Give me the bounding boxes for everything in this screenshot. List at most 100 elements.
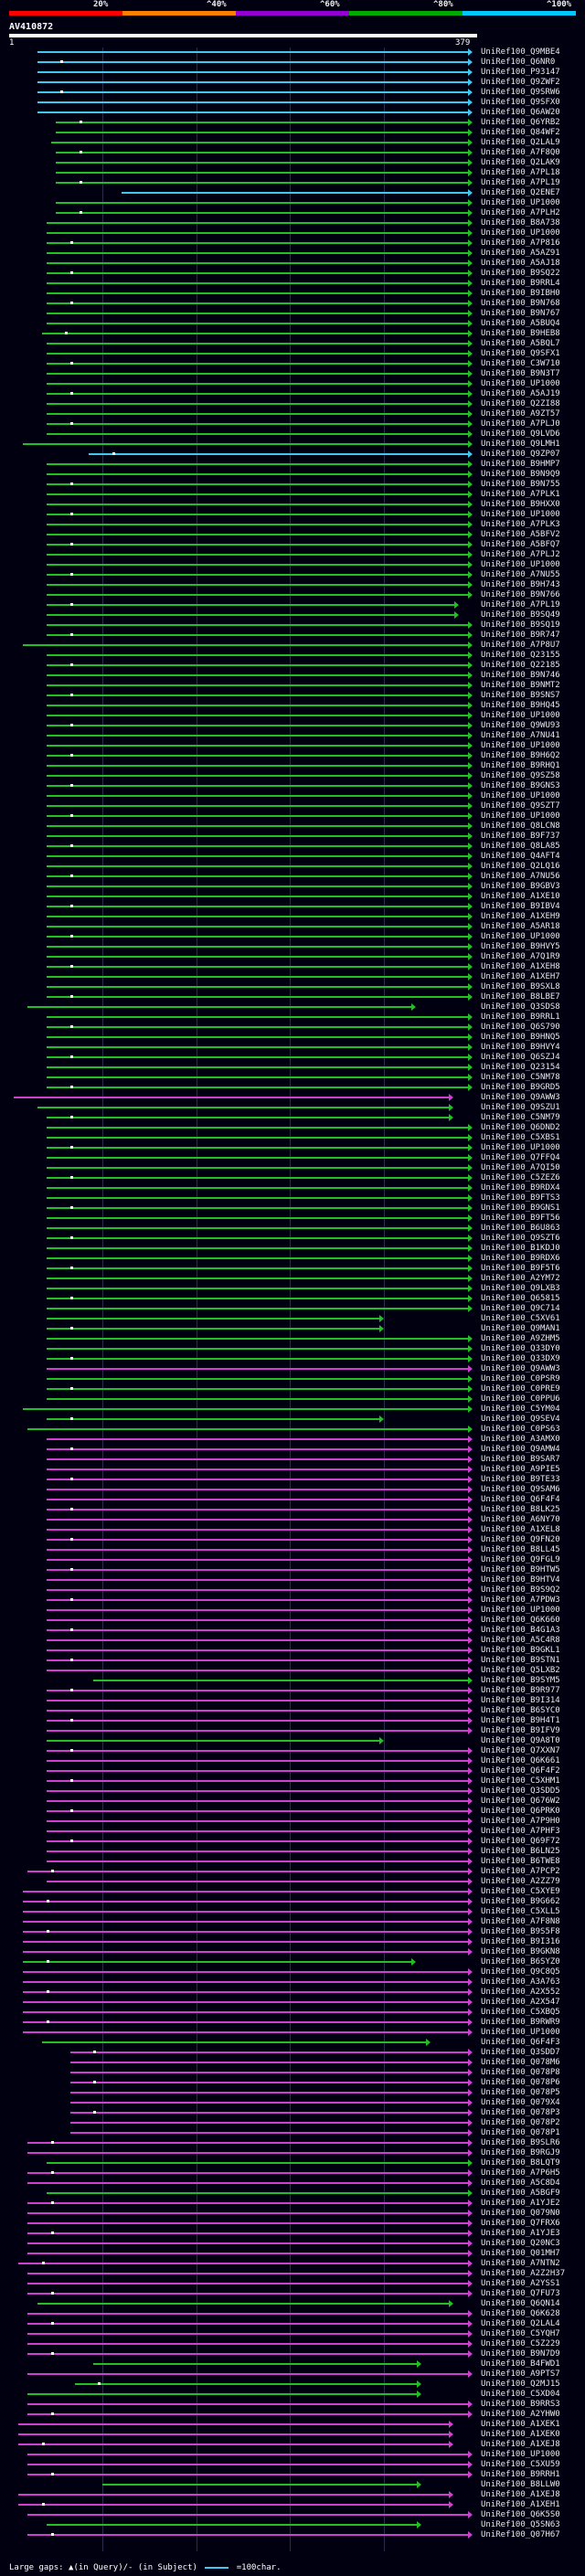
hit-id-link[interactable]: UniRef100_B9HVY4 <box>481 1043 560 1052</box>
hit-id-link[interactable]: UniRef100_Q079X4 <box>481 2098 560 2107</box>
hit-id-link[interactable]: UniRef100_B9SQ19 <box>481 620 560 630</box>
hit-id-link[interactable]: UniRef100_A5AZ91 <box>481 249 560 258</box>
hit-row[interactable]: UniRef100_B9HTV4 <box>0 1575 585 1585</box>
hit-id-link[interactable]: UniRef100_Q9SZT7 <box>481 801 560 811</box>
hit-id-link[interactable]: UniRef100_B4FWD1 <box>481 2359 560 2369</box>
hit-row[interactable]: UniRef100_A7QI50 <box>0 1163 585 1173</box>
hit-row[interactable]: UniRef100_Q6AW20 <box>0 108 585 118</box>
hit-id-link[interactable]: UniRef100_B9FT56 <box>481 1214 560 1223</box>
hit-row[interactable]: UniRef100_Q9FN20 <box>0 1535 585 1545</box>
hit-row[interactable]: UniRef100_B9IFV9 <box>0 1726 585 1736</box>
hit-id-link[interactable]: UniRef100_A7P6H5 <box>481 2168 560 2178</box>
hit-row[interactable]: UniRef100_Q9LXB3 <box>0 1284 585 1294</box>
hit-row[interactable]: UniRef100_C5XV61 <box>0 1314 585 1324</box>
hit-row[interactable]: UniRef100_Q01MH7 <box>0 2249 585 2259</box>
hit-row[interactable]: UniRef100_Q9ZWF2 <box>0 78 585 88</box>
hit-id-link[interactable]: UniRef100_UP1000 <box>481 1143 560 1152</box>
hit-id-link[interactable]: UniRef100_B9IBV4 <box>481 902 560 911</box>
hit-row[interactable]: UniRef100_B9F5T6 <box>0 1264 585 1274</box>
hit-row[interactable]: UniRef100_Q078P5 <box>0 2088 585 2098</box>
hit-id-link[interactable]: UniRef100_Q078P2 <box>481 2118 560 2127</box>
hit-row[interactable]: UniRef100_A3AMX0 <box>0 1435 585 1445</box>
hit-id-link[interactable]: UniRef100_Q69F72 <box>481 1837 560 1846</box>
hit-id-link[interactable]: UniRef100_Q2LQ16 <box>481 862 560 871</box>
hit-id-link[interactable]: UniRef100_B9GNS3 <box>481 781 560 790</box>
hit-row[interactable]: UniRef100_B9RGJ9 <box>0 2148 585 2158</box>
hit-id-link[interactable]: UniRef100_Q9LVD6 <box>481 429 560 439</box>
hit-row[interactable]: UniRef100_B8LK25 <box>0 1505 585 1515</box>
hit-row[interactable]: UniRef100_Q6S790 <box>0 1023 585 1033</box>
hit-id-link[interactable]: UniRef100_Q7FFQ4 <box>481 1153 560 1162</box>
hit-row[interactable]: UniRef100_B8A738 <box>0 218 585 228</box>
hit-row[interactable]: UniRef100_B9N766 <box>0 590 585 600</box>
hit-id-link[interactable]: UniRef100_A5BQL7 <box>481 339 560 348</box>
hit-row[interactable]: UniRef100_B6U863 <box>0 1224 585 1234</box>
hit-id-link[interactable]: UniRef100_Q078P5 <box>481 2088 560 2097</box>
hit-row[interactable]: UniRef100_Q9LMH1 <box>0 440 585 450</box>
hit-id-link[interactable]: UniRef100_B9S9Q2 <box>481 1585 560 1595</box>
hit-row[interactable]: UniRef100_Q079X4 <box>0 2098 585 2108</box>
hit-row[interactable]: UniRef100_A1XEJ8 <box>0 2490 585 2500</box>
hit-row[interactable]: UniRef100_Q079N0 <box>0 2209 585 2219</box>
hit-row[interactable]: UniRef100_C0PSR9 <box>0 1374 585 1384</box>
hit-id-link[interactable]: UniRef100_A7P816 <box>481 239 560 248</box>
hit-id-link[interactable]: UniRef100_B9IBH0 <box>481 289 560 298</box>
hit-id-link[interactable]: UniRef100_Q8LCN8 <box>481 822 560 831</box>
hit-row[interactable]: UniRef100_A5AZ91 <box>0 249 585 259</box>
hit-row[interactable]: UniRef100_C0PRE9 <box>0 1384 585 1394</box>
hit-id-link[interactable]: UniRef100_A5AJ19 <box>481 389 560 398</box>
hit-row[interactable]: UniRef100_A2X547 <box>0 1998 585 2008</box>
hit-row[interactable]: UniRef100_B9GKL1 <box>0 1646 585 1656</box>
hit-row[interactable]: UniRef100_C0PS63 <box>0 1425 585 1435</box>
hit-row[interactable]: UniRef100_C3W710 <box>0 359 585 369</box>
hit-row[interactable]: UniRef100_UP1000 <box>0 2028 585 2038</box>
hit-row[interactable]: UniRef100_A2YHW0 <box>0 2410 585 2420</box>
hit-row[interactable]: UniRef100_C5XBS1 <box>0 1133 585 1143</box>
hit-id-link[interactable]: UniRef100_C5XBS1 <box>481 1133 560 1142</box>
hit-row[interactable]: UniRef100_B9HVY5 <box>0 942 585 952</box>
hit-id-link[interactable]: UniRef100_Q6K5S0 <box>481 2510 560 2519</box>
hit-id-link[interactable]: UniRef100_Q9SZT6 <box>481 1234 560 1243</box>
hit-id-link[interactable]: UniRef100_B9N9Q9 <box>481 470 560 479</box>
hit-row[interactable]: UniRef100_Q078P8 <box>0 2068 585 2078</box>
hit-row[interactable]: UniRef100_B8LBE7 <box>0 992 585 1002</box>
hit-row[interactable]: UniRef100_A7PLJ0 <box>0 419 585 429</box>
hit-id-link[interactable]: UniRef100_B9SYM5 <box>481 1676 560 1685</box>
hit-row[interactable]: UniRef100_B6SYZ0 <box>0 1957 585 1967</box>
hit-id-link[interactable]: UniRef100_B9RWR9 <box>481 2018 560 2027</box>
hit-row[interactable]: UniRef100_Q7FFQ4 <box>0 1153 585 1163</box>
hit-id-link[interactable]: UniRef100_Q9FGL9 <box>481 1555 560 1564</box>
hit-row[interactable]: UniRef100_B9RDX4 <box>0 1183 585 1193</box>
hit-row[interactable]: UniRef100_A9ZHM5 <box>0 1334 585 1344</box>
hit-row[interactable]: UniRef100_A7PLJ2 <box>0 550 585 560</box>
hit-row[interactable]: UniRef100_C5XBQ5 <box>0 2008 585 2018</box>
hit-id-link[interactable]: UniRef100_A1XEJ8 <box>481 2440 560 2449</box>
hit-row[interactable]: UniRef100_Q5LXB2 <box>0 1666 585 1676</box>
hit-row[interactable]: UniRef100_B9SAR7 <box>0 1455 585 1465</box>
hit-row[interactable]: UniRef100_A5BUQ4 <box>0 319 585 329</box>
hit-row[interactable]: UniRef100_B8LLW0 <box>0 2480 585 2490</box>
hit-row[interactable]: UniRef100_Q6F4F4 <box>0 1495 585 1505</box>
hit-id-link[interactable]: UniRef100_C5XU59 <box>481 2460 560 2469</box>
hit-row[interactable]: UniRef100_A7F8Q0 <box>0 148 585 158</box>
hit-id-link[interactable]: UniRef100_Q6K628 <box>481 2309 560 2318</box>
hit-id-link[interactable]: UniRef100_B9S5F8 <box>481 1927 560 1936</box>
hit-id-link[interactable]: UniRef100_Q2MJ15 <box>481 2380 560 2389</box>
hit-row[interactable]: UniRef100_Q7XXN7 <box>0 1746 585 1756</box>
hit-row[interactable]: UniRef100_Q9FGL9 <box>0 1555 585 1565</box>
hit-id-link[interactable]: UniRef100_Q9C714 <box>481 1304 560 1313</box>
hit-row[interactable]: UniRef100_A7PL19 <box>0 178 585 188</box>
hit-id-link[interactable]: UniRef100_Q2LAL4 <box>481 2319 560 2328</box>
hit-row[interactable]: UniRef100_A7PLH2 <box>0 208 585 218</box>
hit-id-link[interactable]: UniRef100_Q9C8Q5 <box>481 1967 560 1977</box>
hit-id-link[interactable]: UniRef100_B9SNS7 <box>481 691 560 700</box>
hit-id-link[interactable]: UniRef100_C5XHM1 <box>481 1776 560 1786</box>
hit-id-link[interactable]: UniRef100_A2X552 <box>481 1988 560 1997</box>
hit-id-link[interactable]: UniRef100_A7PLJ0 <box>481 419 560 429</box>
hit-row[interactable]: UniRef100_Q078P3 <box>0 2108 585 2118</box>
hit-id-link[interactable]: UniRef100_Q079N0 <box>481 2209 560 2218</box>
hit-row[interactable]: UniRef100_B9HXX0 <box>0 500 585 510</box>
hit-id-link[interactable]: UniRef100_B9RHQ1 <box>481 761 560 770</box>
hit-id-link[interactable]: UniRef100_A7NU55 <box>481 570 560 579</box>
hit-row[interactable]: UniRef100_B9TE33 <box>0 1475 585 1485</box>
